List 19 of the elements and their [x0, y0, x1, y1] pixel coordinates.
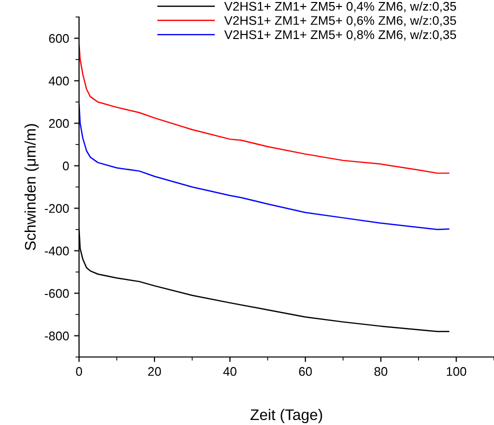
y-tick-label: -800 [44, 332, 69, 340]
x-tick-label: 100 [446, 367, 466, 376]
y-tick-label: -200 [44, 204, 69, 213]
legend-label: V2HS1+ ZM1+ ZM5+ 0,8% ZM6, w/z:0,35 [224, 30, 456, 41]
y-tick-label: 400 [48, 76, 69, 86]
x-tick-label: 0 [76, 367, 82, 376]
x-tick-label: 40 [223, 367, 236, 376]
legend-label: V2HS1+ ZM1+ ZM5+ 0,4% ZM6, w/z:0,35 [224, 2, 456, 12]
x-tick-label: 20 [148, 367, 161, 376]
y-tick-label: -600 [44, 289, 69, 298]
y-tick-label: 600 [49, 34, 69, 43]
x-tick-label: 60 [299, 367, 312, 376]
legend-label: V2HS1+ ZM1+ ZM5+ 0,6% ZM6, w/z:0,35 [224, 16, 456, 26]
x-axis-title: Zeit (Tage) [250, 408, 322, 424]
y-axis-title: Schwinden (μm/m) [24, 124, 39, 250]
x-tick-label: 80 [374, 367, 388, 376]
y-tick-label: -400 [44, 246, 69, 256]
y-tick-label: 0 [62, 162, 69, 170]
y-tick-label: 200 [49, 119, 69, 128]
